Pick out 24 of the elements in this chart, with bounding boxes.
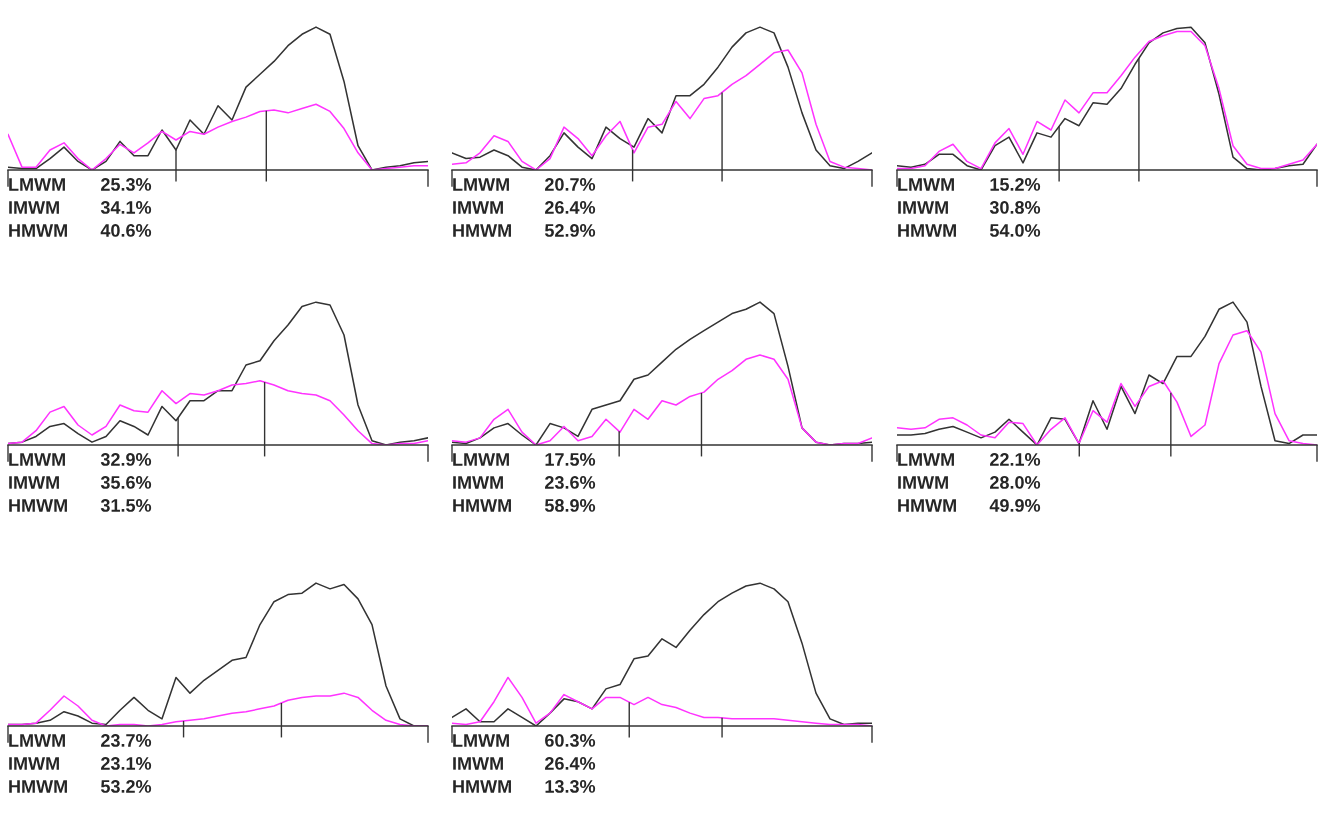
text: LMWM 22.1% <box>898 453 1041 466</box>
text: LMWM 20.7% <box>453 178 596 191</box>
text: IMWM 23.1% <box>9 757 152 770</box>
text: IMWM 28.0% <box>898 476 1041 489</box>
text: LMWM 60.3% <box>453 734 596 747</box>
text: IMWM 26.4% <box>453 757 596 770</box>
text: LMWM 25.3% <box>9 178 152 191</box>
text: LMWM 17.5% <box>453 453 596 466</box>
text: HMWM 54.0% <box>898 224 1041 237</box>
text: IMWM 30.8% <box>898 201 1041 214</box>
text: HMWM 13.3% <box>453 780 596 793</box>
text: IMWM 26.4% <box>453 201 596 214</box>
text: LMWM 32.9% <box>9 453 152 466</box>
text: HMWM 52.9% <box>453 224 596 237</box>
text: HMWM 49.9% <box>898 499 1041 512</box>
text: HMWM 40.6% <box>9 224 152 237</box>
text: LMWM 15.2% <box>898 178 1041 191</box>
text: IMWM 23.6% <box>453 476 596 489</box>
text: IMWM 35.6% <box>9 476 152 489</box>
text: HMWM 58.9% <box>453 499 596 512</box>
text: LMWM 23.7% <box>9 734 152 747</box>
text: IMWM 34.1% <box>9 201 152 214</box>
text: HMWM 53.2% <box>9 780 152 793</box>
text: HMWM 31.5% <box>9 499 152 512</box>
